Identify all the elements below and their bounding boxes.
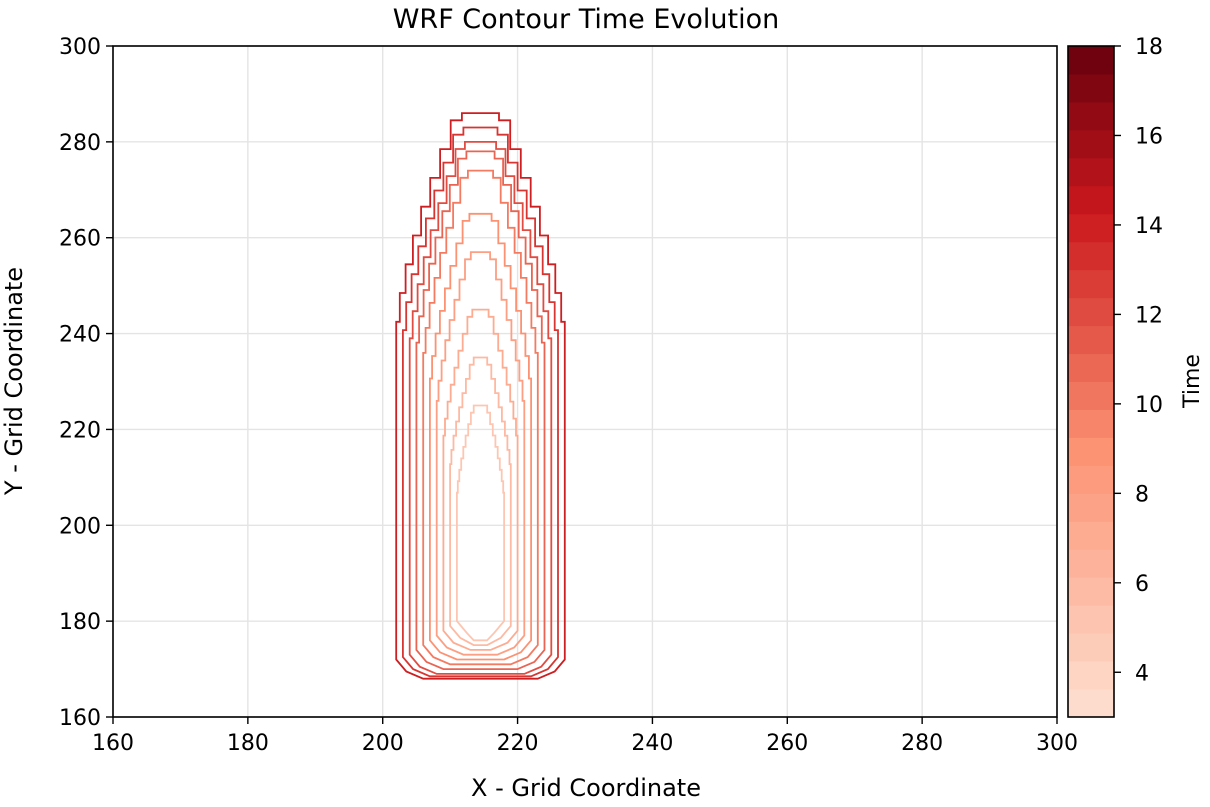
contour-level-7 <box>442 308 519 651</box>
y-tick-label: 160 <box>59 706 101 731</box>
y-axis-ticks: 160 180 200 220 240 260 280 300 <box>59 35 113 731</box>
x-tick-label: 300 <box>1036 731 1078 756</box>
colorbar <box>1068 46 1114 718</box>
contour-level-11 <box>415 150 546 670</box>
colorbar-band <box>1068 46 1114 75</box>
colorbar-band <box>1068 269 1114 299</box>
colorbar-label: Time <box>1180 354 1205 409</box>
y-tick-label: 300 <box>59 35 101 60</box>
contour-level-5 <box>456 404 505 642</box>
colorbar-band <box>1068 157 1114 187</box>
contour-level-14 <box>395 112 566 680</box>
colorbar-tick-label: 14 <box>1135 214 1163 239</box>
grid-lines <box>112 45 1058 718</box>
chart-title: WRF Contour Time Evolution <box>393 4 780 35</box>
x-tick-label: 280 <box>901 731 943 756</box>
colorbar-ticks: 4 6 8 10 12 14 16 18 <box>1114 35 1163 686</box>
x-tick-label: 180 <box>227 731 269 756</box>
contour-level-13 <box>402 126 559 678</box>
y-tick-label: 220 <box>59 418 101 443</box>
colorbar-tick-label: 12 <box>1135 303 1163 328</box>
x-axis-label: X - Grid Coordinate <box>471 774 701 802</box>
y-tick-label: 280 <box>59 131 101 156</box>
colorbar-tick-label: 4 <box>1135 661 1149 686</box>
colorbar-band <box>1068 437 1114 466</box>
plot-frame <box>112 45 1058 718</box>
colorbar-band <box>1068 129 1114 159</box>
colorbar-band <box>1068 325 1114 355</box>
x-tick-label: 240 <box>631 731 673 756</box>
contour-level-12 <box>408 141 553 675</box>
colorbar-tick-label: 10 <box>1135 393 1163 418</box>
contour-level-6 <box>449 356 512 646</box>
colorbar-tick-label: 16 <box>1135 124 1163 149</box>
colorbar-band <box>1068 73 1114 103</box>
colorbar-band <box>1068 213 1114 243</box>
colorbar-band <box>1068 633 1114 662</box>
x-tick-label: 260 <box>766 731 808 756</box>
x-tick-label: 200 <box>362 731 404 756</box>
colorbar-tick-label: 6 <box>1135 572 1149 597</box>
colorbar-band <box>1068 521 1114 550</box>
x-axis-ticks: 160 180 200 220 240 260 280 300 <box>92 717 1078 756</box>
colorbar-band <box>1068 577 1114 606</box>
colorbar-band <box>1068 353 1114 382</box>
contour-lines <box>395 112 566 680</box>
contour-level-10 <box>422 169 539 666</box>
colorbar-tick-label: 18 <box>1135 35 1163 60</box>
y-axis-label: Y - Grid Coordinate <box>0 267 28 496</box>
colorbar-band <box>1068 241 1114 271</box>
contour-level-8 <box>435 251 526 656</box>
colorbar-band <box>1068 689 1114 718</box>
colorbar-band <box>1068 185 1114 215</box>
colorbar-band <box>1068 493 1114 522</box>
colorbar-tick-label: 8 <box>1135 482 1149 507</box>
y-tick-label: 240 <box>59 323 101 348</box>
colorbar-band <box>1068 661 1114 690</box>
colorbar-band <box>1068 605 1114 634</box>
colorbar-band <box>1068 297 1114 327</box>
colorbar-band <box>1068 409 1114 438</box>
x-tick-label: 160 <box>92 731 134 756</box>
contour-level-9 <box>429 212 532 661</box>
y-tick-label: 180 <box>59 610 101 635</box>
y-tick-label: 200 <box>59 514 101 539</box>
colorbar-band <box>1068 101 1114 131</box>
colorbar-band <box>1068 465 1114 494</box>
colorbar-band <box>1068 381 1114 410</box>
colorbar-frame <box>1067 45 1115 718</box>
y-tick-label: 260 <box>59 227 101 252</box>
colorbar-band <box>1068 549 1114 578</box>
x-tick-label: 220 <box>497 731 539 756</box>
